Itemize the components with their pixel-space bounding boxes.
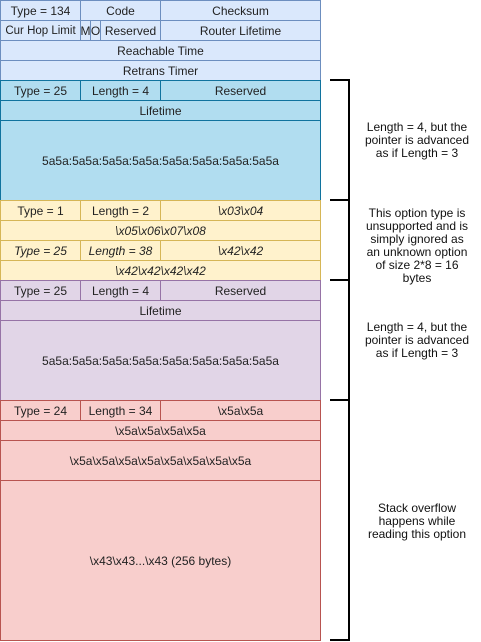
option2-bytes-c-cell: \x42\x42 <box>160 240 321 261</box>
option1-payload-cell: 5a5a:5a5a:5a5a:5a5a:5a5a:5a5a:5a5a:5a5a <box>0 120 321 201</box>
option4-bytes-a-cell: \x5a\x5a <box>160 400 321 421</box>
option1-type-cell: Type = 25 <box>0 80 81 101</box>
option1-reserved-cell: Reserved <box>160 80 321 101</box>
option4-length-cell: Length = 34 <box>80 400 161 421</box>
option4-bytes-b-cell: \x5a\x5a\x5a\x5a <box>0 420 321 441</box>
bracket-option4 <box>330 399 350 641</box>
option2-annotation: This option type is unsupported and is s… <box>365 206 469 285</box>
option2-type-b-cell: Type = 25 <box>0 240 81 261</box>
option1-annotation: Length = 4, but the pointer is advanced … <box>364 120 470 160</box>
option4-bytes-d-cell: \x43\x43...\x43 (256 bytes) <box>0 480 321 641</box>
bracket-option1 <box>330 79 350 201</box>
bracket-option3 <box>330 279 350 401</box>
bracket-option2 <box>330 199 350 281</box>
option4-annotation: Stack overflow happens while reading thi… <box>367 501 467 541</box>
option1-length-cell: Length = 4 <box>80 80 161 101</box>
option1-lifetime-cell: Lifetime <box>0 100 321 121</box>
option4-bytes-c-cell: \x5a\x5a\x5a\x5a\x5a\x5a\x5a\x5a <box>0 440 321 481</box>
header-code-cell: Code <box>80 0 161 21</box>
option3-annotation: Length = 4, but the pointer is advanced … <box>364 320 470 360</box>
header-router-lifetime-cell: Router Lifetime <box>160 20 321 41</box>
header-reserved-cell: Reserved <box>100 20 161 41</box>
option4-type-cell: Type = 24 <box>0 400 81 421</box>
option3-length-cell: Length = 4 <box>80 280 161 301</box>
header-checksum-cell: Checksum <box>160 0 321 21</box>
option3-payload-cell: 5a5a:5a5a:5a5a:5a5a:5a5a:5a5a:5a5a:5a5a <box>0 320 321 401</box>
option2-bytes-b-cell: \x05\x06\x07\x08 <box>0 220 321 241</box>
option3-type-cell: Type = 25 <box>0 280 81 301</box>
